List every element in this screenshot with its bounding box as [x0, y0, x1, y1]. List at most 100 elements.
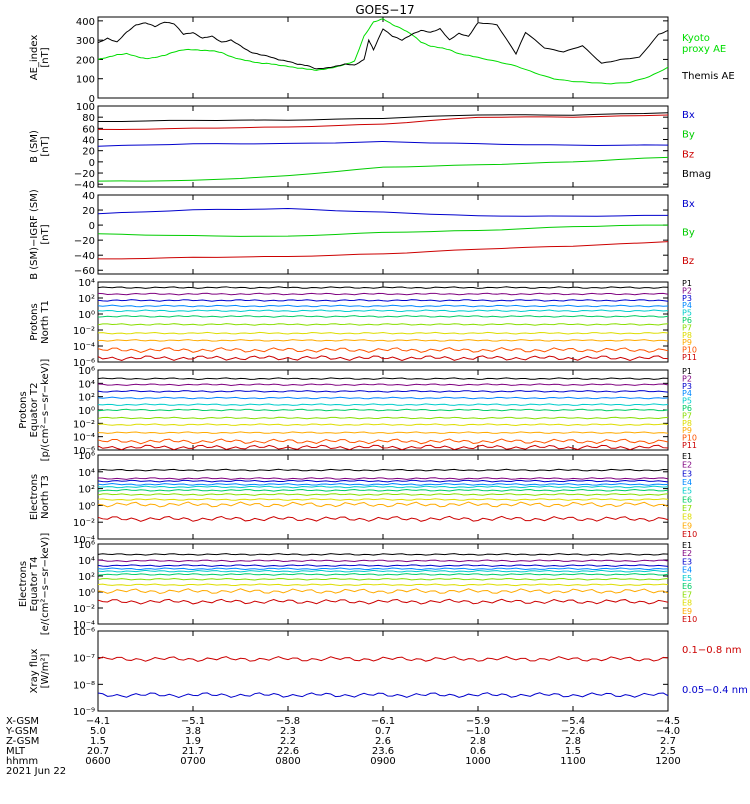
y-tick-label: 20	[82, 206, 95, 217]
series-group	[98, 553, 668, 605]
legend-entry: E8	[682, 599, 692, 608]
y-tick-label: 10⁻²	[73, 604, 95, 615]
legend-entry: E3	[682, 557, 692, 566]
y-axis-label-line: Equator T2	[29, 383, 40, 438]
series-line	[98, 207, 668, 217]
series-line	[98, 559, 668, 563]
legend-entry-line: E5	[682, 574, 692, 583]
x-axis-value: −6.1	[371, 716, 395, 727]
series-line	[98, 656, 668, 662]
panel-5: 10⁻⁶ 10⁻⁴ 10⁻² 10⁰ 10² 10⁴ 10⁶ ProtonsEquator T…	[18, 359, 697, 462]
series-line	[98, 498, 668, 501]
y-axis-label-line: [W/m²]	[40, 653, 51, 688]
legend-entry: P11	[682, 353, 697, 362]
x-axis-value: 1200	[655, 756, 680, 767]
legend-entry: P2	[682, 374, 692, 383]
series-line	[98, 309, 668, 313]
x-axis-value: 0900	[370, 756, 395, 767]
legend-entry-line: E4	[682, 478, 692, 487]
series-line	[98, 423, 668, 426]
legend-entry-line: P7	[682, 411, 692, 420]
series-line	[98, 403, 668, 406]
legend-entry-line: Bz	[682, 256, 694, 267]
legend-entry-line: P7	[682, 323, 692, 332]
legend-entry: E6	[682, 582, 692, 591]
x-axis-value: 0700	[180, 756, 205, 767]
legend-entry-line: 0.1−0.8 nm	[682, 645, 741, 656]
y-tick-label: 10⁻⁴	[73, 433, 95, 444]
y-axis-label: ElectronsNorth T3	[29, 474, 51, 520]
legend-entry: P5	[682, 397, 692, 406]
series-line	[98, 355, 668, 361]
y-tick-label: 100	[76, 75, 95, 86]
x-axis-value: 2.5	[660, 746, 676, 757]
legend-entry-line: P1	[682, 279, 692, 288]
x-axis-value: −4.0	[656, 726, 680, 737]
series-group	[98, 656, 668, 698]
panel-frame	[97, 194, 669, 275]
y-axis-label-line: [nT]	[40, 136, 51, 156]
y-tick-label: 200	[76, 55, 95, 66]
legend-entry-line: 0.05−0.4 nm	[682, 685, 748, 696]
y-axis-label: B (SM)−IGRF (SM)[nT]	[29, 189, 51, 280]
series-line	[98, 315, 668, 318]
y-tick-label: 10⁻²	[73, 419, 95, 430]
legend-entry-line: E10	[682, 615, 697, 624]
series-line	[98, 390, 668, 393]
panel-3: −60 −40 −20 0 20 40 B (SM)−IGRF (SM)[nT] Bx By Bz	[29, 189, 695, 280]
series-line	[98, 553, 668, 556]
series-line	[98, 598, 668, 605]
series-line	[98, 485, 668, 489]
series-line	[98, 501, 668, 508]
y-axis-label-line: [e/(cm²−s−sr−keV)]	[40, 533, 51, 636]
series-line	[98, 438, 668, 445]
panel-7: 10⁻⁴ 10⁻² 10⁰ 10² 10⁴ 10⁶ ElectronsEquator T4[…	[18, 533, 697, 636]
legend-entry: P2	[682, 286, 692, 295]
series-line	[98, 408, 668, 412]
legend-entry: Bz	[682, 256, 694, 267]
legend-entry: E1	[682, 452, 692, 461]
series-line	[98, 416, 668, 420]
series-line	[98, 479, 668, 483]
legend-entry: E2	[682, 549, 692, 558]
legend-entry: P6	[682, 404, 692, 413]
legend-entry-line: P4	[682, 301, 692, 310]
legend-entry: P4	[682, 301, 692, 310]
x-axis-value: 21.7	[182, 746, 204, 757]
chart-title: GOES−17	[355, 3, 414, 17]
series-line	[98, 567, 668, 571]
legend-entry-line: E10	[682, 530, 697, 539]
y-tick-label: 10²	[78, 485, 95, 496]
series-line	[98, 483, 668, 486]
series-group	[98, 286, 668, 361]
legend-entry-line: Bx	[682, 199, 695, 210]
legend-entry-line: E9	[682, 521, 692, 530]
y-axis-label: AE_index[nT]	[29, 35, 51, 81]
y-axis-label-line: Equator T4	[29, 557, 40, 612]
x-axis-value: 0600	[85, 756, 110, 767]
y-tick-label: 10⁻²	[73, 326, 95, 337]
legend-entry-line: E7	[682, 504, 692, 513]
legend-entry-line: E5	[682, 487, 692, 496]
legend-entry: Bx	[682, 199, 695, 210]
y-tick-label: 10⁶	[78, 540, 95, 551]
series-line	[98, 347, 668, 353]
x-axis-value: −2.6	[561, 726, 585, 737]
x-axis-value: 2.8	[565, 736, 581, 747]
y-axis-label: Xray flux[W/m²]	[29, 649, 51, 694]
legend-entry-line: P1	[682, 367, 692, 376]
legend-entry: Bmag	[682, 169, 711, 180]
y-tick-label: 10⁻⁶	[73, 627, 95, 638]
legend-entry: E3	[682, 469, 692, 478]
x-axis-row-label: Z-GSM	[6, 736, 39, 747]
legend-entry: By	[682, 130, 695, 141]
y-tick-label: 10⁰	[78, 501, 95, 512]
series-group	[98, 468, 668, 522]
y-axis-label: ProtonsEquator T2[p/(cm²−s−sr−keV)]	[18, 359, 51, 462]
legend-entry: E7	[682, 504, 692, 513]
legend-entry: By	[682, 228, 695, 239]
y-tick-label: 0	[89, 158, 95, 169]
y-tick-label: 10⁴	[78, 278, 95, 289]
legend-entry-line: By	[682, 228, 695, 239]
